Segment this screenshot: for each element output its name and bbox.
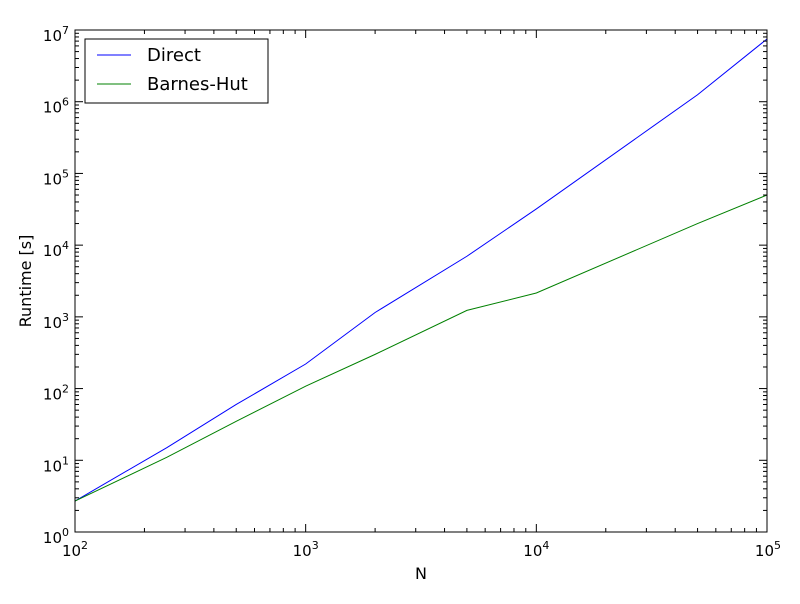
x-tick-label: 102 xyxy=(62,539,88,560)
series-line-direct xyxy=(74,38,768,502)
tick-labels: 102 103 104 105 100 101 102 103 104 105 106 107 xyxy=(43,24,781,560)
y-tick-label: 101 xyxy=(43,454,69,475)
y-tick-label: 107 xyxy=(43,24,69,45)
y-tick-label: 105 xyxy=(43,167,69,188)
y-tick-label: 106 xyxy=(43,96,69,117)
legend-label-direct: Direct xyxy=(147,45,201,66)
x-axis-label: N xyxy=(415,564,427,583)
y-axis-label: Runtime [s] xyxy=(16,235,35,328)
x-tick-label: 103 xyxy=(293,539,319,560)
plot-frame xyxy=(74,29,768,533)
series-layer xyxy=(74,38,768,502)
series-line-barnes-hut xyxy=(74,194,768,502)
plot-area xyxy=(75,30,767,532)
x-tick-label: 105 xyxy=(755,539,781,560)
y-tick-label: 103 xyxy=(43,311,69,332)
x-tick-label: 104 xyxy=(523,539,549,560)
y-tick-label: 102 xyxy=(43,383,69,404)
ticks-layer xyxy=(74,29,768,533)
legend-label-barnes-hut: Barnes-Hut xyxy=(147,74,248,95)
legend-box xyxy=(84,38,269,104)
y-tick-label: 100 xyxy=(43,526,69,547)
legend: Direct Barnes-Hut xyxy=(84,38,269,104)
y-tick-label: 104 xyxy=(43,239,69,260)
